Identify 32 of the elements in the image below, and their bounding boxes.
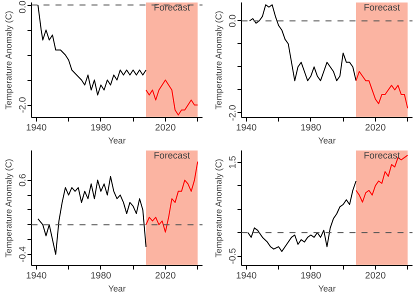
band-label: Forecast [364, 2, 400, 12]
x-tick-label: 2020 [365, 270, 386, 280]
y-axis-title: Temperature Anomaly (C) [4, 10, 14, 110]
x-axis-title: Year [318, 284, 336, 294]
x-tick-label: 2020 [155, 122, 176, 132]
y-tick-label: 0.0 [228, 14, 238, 28]
x-axis-title: Year [108, 284, 126, 294]
x-tick-label: 1940 [236, 270, 257, 280]
x-tick-label: 1940 [236, 122, 257, 132]
y-axis-title: Temperature Anomaly (C) [214, 10, 224, 110]
band-label: Forecast [154, 150, 190, 160]
y-axis-title: Temperature Anomaly (C) [4, 158, 14, 258]
x-tick-label: 1980 [90, 122, 112, 132]
x-tick-label: 1980 [300, 122, 322, 132]
x-tick-label: 1940 [26, 122, 47, 132]
band-label: Forecast [364, 150, 400, 160]
y-tick-label: 0.0 [18, 0, 28, 14]
x-axis-title: Year [108, 136, 126, 146]
band-label: Forecast [154, 2, 190, 12]
x-tick-label: 1940 [26, 270, 47, 280]
y-tick-label: -2.0 [18, 96, 28, 114]
y-tick-label: -2.0 [228, 104, 238, 121]
y-tick-label: -0.5 [228, 248, 238, 264]
x-tick-label: 1980 [90, 270, 112, 280]
x-tick-label: 2020 [155, 270, 176, 280]
x-axis-title: Year [318, 136, 336, 146]
y-tick-label: 1.5 [228, 156, 238, 169]
x-tick-label: 2020 [365, 122, 386, 132]
y-tick-label: -0.4 [18, 246, 28, 262]
y-tick-label: 0.6 [18, 174, 28, 187]
y-axis-title: Temperature Anomaly (C) [214, 158, 224, 258]
x-tick-label: 1980 [300, 270, 322, 280]
